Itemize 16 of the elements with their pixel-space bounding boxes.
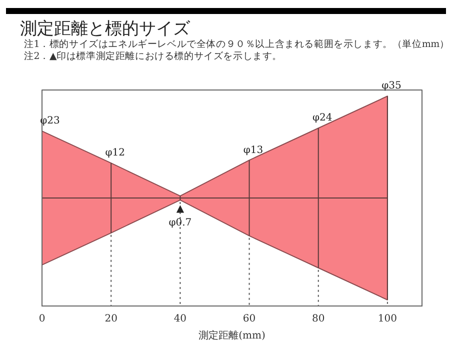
data-label: φ35 [382, 80, 402, 92]
text: 注2．▲印は標準測定距離における標的サイズを示します。 [24, 50, 282, 63]
x-tick-label: 80 [312, 314, 325, 325]
data-label: φ13 [243, 144, 264, 156]
data-label: φ12 [105, 148, 125, 159]
data-label: φ24 [312, 112, 332, 124]
x-tick-label: 20 [104, 314, 118, 325]
x-tick-label: 0 [38, 314, 46, 325]
x-tick-label: 60 [242, 314, 256, 325]
chart-title: 測定距離と標的サイズ [20, 18, 190, 39]
data-label: φ0.7 [168, 218, 192, 229]
x-axis-title: 測定距離(mm) [198, 330, 266, 342]
chart-subtitle: 注1．標的サイズはエネルギーレベルで全体の９０％以上含まれる範囲を示します。（単位mm） [24, 38, 450, 51]
annotation: ▲ [176, 204, 184, 215]
x-tick-label: 100 [378, 314, 397, 325]
x-tick-label: 40 [174, 314, 187, 325]
